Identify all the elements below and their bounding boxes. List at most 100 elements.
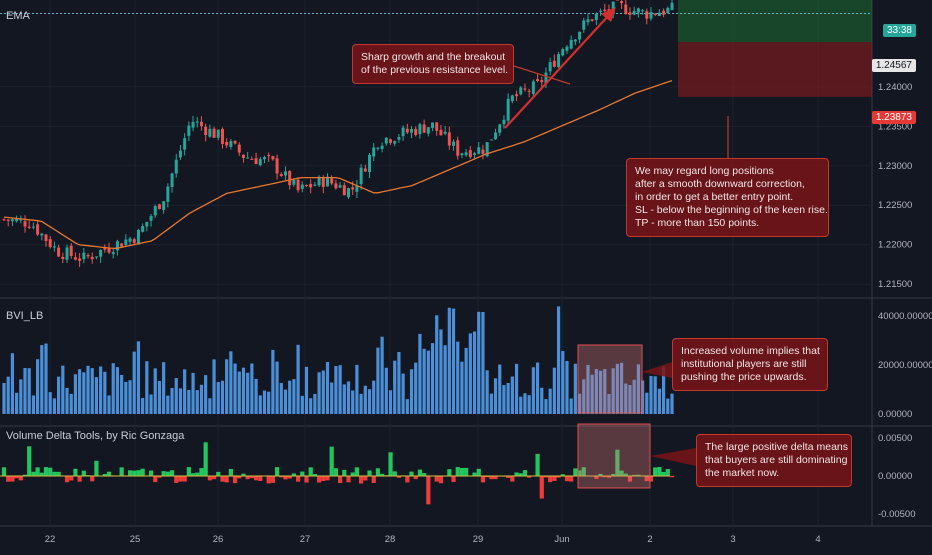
candle-body bbox=[393, 141, 396, 143]
delta-bar bbox=[334, 468, 338, 476]
candle-body bbox=[591, 19, 594, 20]
candle-body bbox=[460, 153, 463, 155]
delta-bar bbox=[418, 470, 422, 476]
volume-bar bbox=[91, 368, 94, 414]
delta-bar bbox=[216, 472, 220, 476]
candle-body bbox=[549, 62, 552, 71]
candle-body bbox=[221, 129, 224, 144]
volume-bar bbox=[372, 381, 375, 414]
candle-body bbox=[3, 219, 6, 220]
time-tick-label: 26 bbox=[213, 534, 224, 545]
volume-bar bbox=[481, 312, 484, 414]
volume-bar bbox=[280, 383, 283, 414]
volume-bar bbox=[494, 378, 497, 414]
candle-body bbox=[166, 187, 169, 202]
delta-tick-label: 0.00000 bbox=[878, 471, 912, 482]
candle-body bbox=[649, 12, 652, 19]
volume-bar bbox=[116, 367, 119, 414]
candle-body bbox=[603, 10, 606, 11]
volume-bar bbox=[544, 399, 547, 414]
delta-bar bbox=[258, 476, 262, 481]
volume-bar bbox=[229, 351, 232, 414]
volume-bar bbox=[107, 395, 110, 414]
delta-bar bbox=[220, 476, 224, 482]
candle-body bbox=[36, 224, 39, 234]
sl-zone bbox=[678, 42, 872, 97]
candle-body bbox=[368, 155, 371, 172]
volume-bar bbox=[292, 379, 295, 414]
delta-bar bbox=[10, 476, 14, 482]
volume-bar bbox=[78, 369, 81, 414]
candle-body bbox=[595, 14, 598, 21]
candle-body bbox=[129, 238, 132, 241]
delta-bar bbox=[73, 469, 77, 476]
candle-body bbox=[305, 185, 308, 186]
delta-pointer bbox=[650, 448, 696, 466]
volume-bar bbox=[515, 364, 518, 414]
candle-body bbox=[120, 243, 123, 246]
candle-body bbox=[431, 123, 434, 128]
delta-bar bbox=[149, 471, 153, 476]
delta-tick-label: 0.00500 bbox=[878, 433, 912, 444]
candle-body bbox=[183, 138, 186, 150]
candle-body bbox=[452, 142, 455, 146]
delta-bar bbox=[199, 468, 203, 476]
delta-bar bbox=[670, 476, 674, 477]
volume-bar bbox=[339, 365, 342, 414]
candle-body bbox=[658, 13, 661, 16]
volume-bar bbox=[565, 361, 568, 414]
candle-body bbox=[494, 133, 497, 140]
candle-body bbox=[158, 204, 161, 209]
time-tick-label: 2 bbox=[647, 534, 652, 545]
volume-bar bbox=[149, 394, 152, 414]
candle-body bbox=[124, 240, 127, 245]
volume-bar bbox=[574, 364, 577, 414]
candle-body bbox=[671, 3, 674, 10]
volume-bar bbox=[334, 366, 337, 414]
volume-bar bbox=[259, 395, 262, 414]
volume-bar bbox=[99, 366, 102, 414]
delta-bar bbox=[552, 476, 556, 481]
volume-bar bbox=[502, 385, 505, 414]
delta-bar bbox=[309, 467, 313, 476]
volume-bar bbox=[519, 397, 522, 414]
candle-body bbox=[473, 153, 476, 155]
time-tick-label: 22 bbox=[45, 534, 56, 545]
volume-bar bbox=[112, 363, 115, 414]
candle-body bbox=[250, 159, 253, 160]
volume-bar bbox=[162, 362, 165, 414]
volume-bar bbox=[444, 345, 447, 414]
candle-body bbox=[511, 95, 514, 101]
candle-body bbox=[620, 1, 623, 3]
volume-bar bbox=[288, 381, 291, 414]
volume-bar bbox=[267, 392, 270, 414]
delta-bar bbox=[225, 476, 229, 482]
candle-body bbox=[456, 140, 459, 156]
volume-bar bbox=[523, 393, 526, 414]
delta-bar bbox=[346, 476, 350, 482]
candle-body bbox=[66, 247, 69, 259]
candle-body bbox=[91, 257, 94, 259]
candle-body bbox=[641, 10, 644, 11]
volume-bar bbox=[296, 345, 299, 414]
volume-bar bbox=[44, 344, 47, 414]
delta-bar bbox=[472, 473, 476, 476]
candle-body bbox=[150, 216, 153, 221]
delta-bar bbox=[229, 469, 233, 476]
candle-body bbox=[364, 169, 367, 172]
candle-body bbox=[74, 257, 77, 259]
volume-bar bbox=[397, 352, 400, 414]
volume-bar bbox=[200, 385, 203, 414]
candle-body bbox=[498, 124, 501, 132]
volume-bar bbox=[170, 388, 173, 414]
volume-bar bbox=[137, 341, 140, 414]
candle-body bbox=[259, 159, 262, 165]
volume-bar bbox=[187, 390, 190, 414]
delta-bar bbox=[36, 467, 40, 476]
delta-bar bbox=[65, 476, 69, 482]
candle-body bbox=[578, 32, 581, 40]
candle-body bbox=[234, 141, 237, 144]
candle-body bbox=[536, 79, 539, 81]
volume-bar bbox=[431, 343, 434, 414]
candle-body bbox=[519, 87, 522, 94]
